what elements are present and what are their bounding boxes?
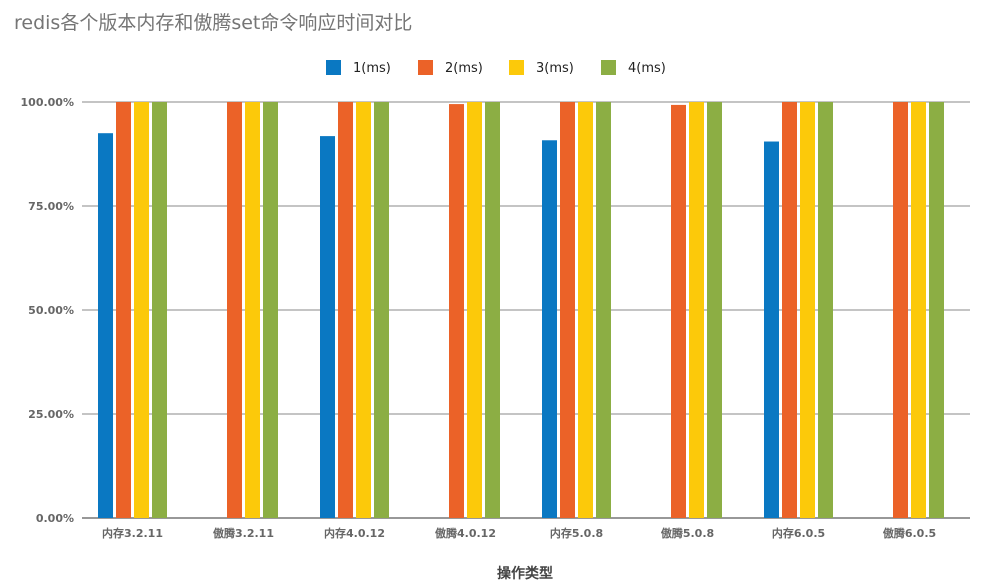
bar	[764, 141, 779, 518]
legend-swatch	[509, 60, 524, 75]
x-tick-label: 傲腾5.0.8	[661, 526, 714, 540]
bar	[134, 102, 149, 518]
bar	[374, 102, 389, 518]
y-tick-label: 75.00%	[28, 200, 74, 213]
legend-swatch	[418, 60, 433, 75]
bar	[320, 136, 335, 518]
bar	[911, 102, 926, 518]
bar	[485, 102, 500, 518]
x-tick-label: 内存3.2.11	[102, 526, 163, 540]
legend-label: 3(ms)	[536, 61, 574, 76]
x-axis-ticks: 内存3.2.11 傲腾3.2.11 内存4.0.12 傲腾4.0.12 内存5.0.8 傲…	[102, 526, 936, 540]
bar	[467, 102, 482, 518]
y-axis-ticks: 0.00% 25.00% 50.00% 75.00% 100.00%	[21, 96, 74, 525]
x-tick-label: 内存5.0.8	[550, 526, 603, 540]
bar	[596, 102, 611, 518]
bar	[338, 102, 353, 518]
bar	[707, 102, 722, 518]
legend-swatch	[601, 60, 616, 75]
bar	[116, 102, 131, 518]
chart-title: redis各个版本内存和傲腾set命令响应时间对比	[14, 12, 413, 34]
bar	[245, 102, 260, 518]
bar	[578, 102, 593, 518]
bar	[227, 102, 242, 518]
y-tick-label: 0.00%	[36, 512, 74, 525]
bar	[671, 104, 686, 519]
bar	[782, 102, 797, 518]
x-tick-label: 傲腾6.0.5	[883, 526, 936, 540]
bar	[263, 102, 278, 518]
bar	[929, 102, 944, 518]
y-tick-label: 100.00%	[21, 96, 74, 109]
bar	[800, 102, 815, 518]
bar	[542, 140, 557, 518]
legend-label: 2(ms)	[445, 61, 483, 76]
bar	[98, 133, 113, 518]
legend-label: 4(ms)	[628, 61, 666, 76]
x-tick-label: 傲腾4.0.12	[435, 526, 496, 540]
legend-label: 1(ms)	[353, 61, 391, 76]
x-axis-label: 操作类型	[497, 565, 553, 582]
bar	[152, 102, 167, 518]
bar	[560, 102, 575, 518]
bar	[449, 104, 464, 518]
bar	[689, 102, 704, 518]
bars	[98, 102, 944, 519]
y-tick-label: 25.00%	[28, 408, 74, 421]
x-tick-label: 内存4.0.12	[324, 526, 385, 540]
x-tick-label: 傲腾3.2.11	[213, 526, 274, 540]
bar	[356, 102, 371, 518]
x-tick-label: 内存6.0.5	[772, 526, 825, 540]
bar	[893, 102, 908, 518]
grid-lines	[82, 101, 970, 519]
legend: 1(ms) 2(ms) 3(ms) 4(ms)	[326, 60, 666, 76]
y-tick-label: 50.00%	[28, 304, 74, 317]
bar	[818, 102, 833, 518]
legend-swatch	[326, 60, 341, 75]
